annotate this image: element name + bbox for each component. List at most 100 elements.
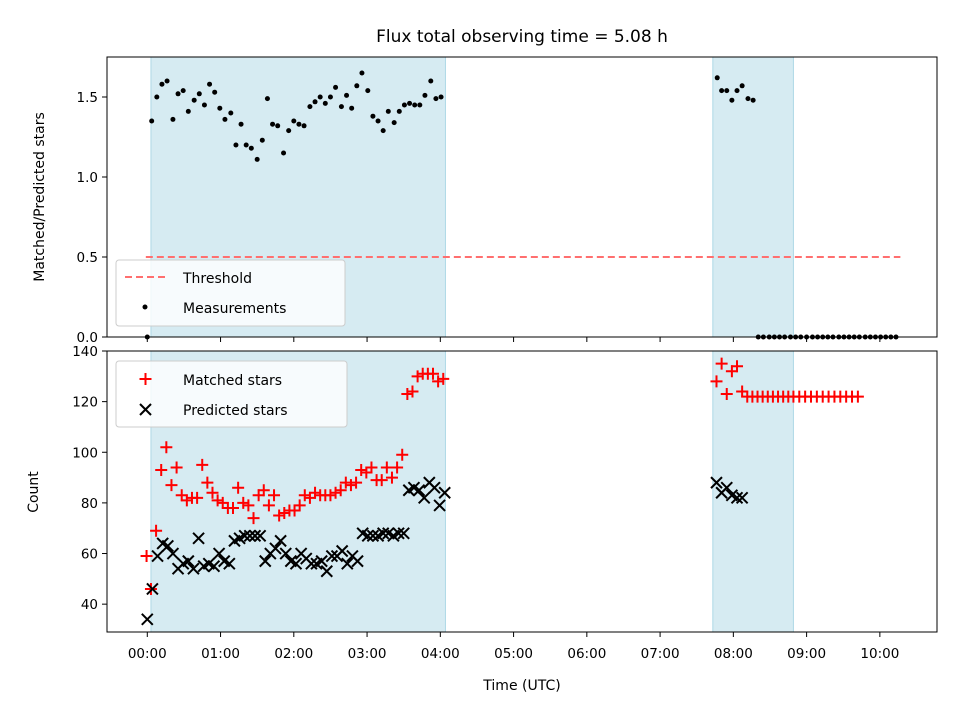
matched-star-point xyxy=(144,582,157,595)
predicted-star-point xyxy=(253,529,267,543)
measurement-point xyxy=(428,78,434,84)
measurement-point xyxy=(243,142,249,148)
measurement-point xyxy=(275,123,281,129)
measurement-point xyxy=(170,116,176,122)
threshold-legend-label: Threshold xyxy=(182,271,252,287)
bottom-y-tick-label: 100 xyxy=(72,445,98,461)
top-y-axis: 0.0 0.5 1.0 1.5 xyxy=(77,90,107,346)
measurement-point xyxy=(228,110,234,116)
measurement-point xyxy=(375,118,381,124)
matched-stars-series xyxy=(141,358,864,595)
x-tick-label: 06:00 xyxy=(567,646,606,662)
predicted-star-point xyxy=(289,557,303,570)
measurement-point xyxy=(301,123,307,129)
matched-star-point xyxy=(432,375,445,388)
matched-star-point xyxy=(736,385,749,398)
x-axis-label: Time (UTC) xyxy=(482,678,560,694)
measurement-point xyxy=(185,108,191,114)
chart-title: Flux total observing time = 5.08 h xyxy=(376,27,668,47)
measurement-point xyxy=(422,92,428,98)
predicted-stars-series xyxy=(141,477,749,626)
top-x-ticks xyxy=(146,337,881,342)
predicted-star-point xyxy=(151,549,164,563)
predicted-star-point xyxy=(335,544,349,558)
predicted-legend-label: Predicted stars xyxy=(183,403,288,419)
matched-star-point xyxy=(731,360,744,373)
predicted-star-point xyxy=(305,557,318,570)
matched-star-point xyxy=(720,388,733,401)
top-y-tick-label: 0.5 xyxy=(77,250,98,266)
matched-star-point xyxy=(411,370,424,383)
predicted-star-point xyxy=(166,547,180,560)
top-y-tick-label: 0.0 xyxy=(77,330,98,346)
measurement-point xyxy=(291,118,297,124)
measurement-point xyxy=(734,88,740,94)
measurement-point xyxy=(380,128,386,134)
matched-star-point xyxy=(725,365,738,378)
measurement-point xyxy=(745,96,751,102)
predicted-star-point xyxy=(325,549,339,563)
predicted-star-point xyxy=(720,481,733,494)
measurement-point xyxy=(201,102,207,108)
matched-star-point xyxy=(396,448,409,461)
matched-star-point xyxy=(247,512,260,525)
predicted-star-point xyxy=(279,547,292,560)
bottom-legend: Matched stars Predicted stars xyxy=(115,360,348,428)
matched-star-point xyxy=(375,474,388,487)
predicted-star-point xyxy=(433,499,446,512)
matched-star-point xyxy=(268,489,281,502)
top-y-tick-label: 1.0 xyxy=(77,170,98,186)
measurement-point xyxy=(338,104,344,110)
measurement-point xyxy=(750,97,756,103)
matched-star-point xyxy=(257,484,270,497)
bottom-y-tick-label: 40 xyxy=(81,597,98,613)
measurements-legend-label: Measurements xyxy=(183,301,286,317)
measurement-point xyxy=(191,97,197,103)
measurement-point xyxy=(391,120,397,126)
matched-star-point xyxy=(426,367,439,380)
measurement-point xyxy=(264,96,270,102)
bottom-y-axis-label: Count xyxy=(26,471,42,513)
predicted-star-point xyxy=(192,532,205,545)
matched-star-point xyxy=(380,461,393,474)
measurement-point xyxy=(317,94,323,100)
top-legend-box xyxy=(115,259,346,327)
predicted-star-point xyxy=(397,527,410,540)
predicted-star-point xyxy=(438,486,451,499)
predicted-star-point xyxy=(366,529,380,543)
x-tick-label: 09:00 xyxy=(787,646,826,662)
measurement-point xyxy=(370,113,376,119)
measurement-point xyxy=(222,116,228,122)
predicted-star-point xyxy=(212,547,226,560)
matched-star-point xyxy=(851,390,864,403)
measurement-point xyxy=(296,121,302,127)
predicted-star-point xyxy=(141,613,154,626)
matched-star-point xyxy=(242,499,255,512)
measurement-point xyxy=(196,91,202,97)
measurement-point xyxy=(349,105,355,111)
predicted-star-point xyxy=(417,491,431,505)
predicted-star-point xyxy=(207,559,221,573)
matched-legend-swatch xyxy=(139,373,152,385)
measurement-point xyxy=(270,121,276,127)
measurement-point xyxy=(333,84,339,90)
measurement-point xyxy=(401,102,407,108)
predicted-star-point xyxy=(341,557,354,570)
matched-star-point xyxy=(355,463,368,476)
predicted-star-point xyxy=(259,554,272,568)
measurement-point xyxy=(714,75,720,81)
matched-star-point xyxy=(155,463,168,476)
measurements-legend-swatch xyxy=(142,304,148,310)
measurement-point xyxy=(307,104,313,110)
count-panel: 40 60 80 100 120 140 00:00 01:00 02:00 03:00 04:0… xyxy=(26,344,938,694)
bottom-y-axis: 40 60 80 100 120 140 xyxy=(72,344,107,613)
matched-star-point xyxy=(165,479,178,492)
predicted-star-point xyxy=(274,534,287,548)
measurement-point xyxy=(724,88,730,94)
predicted-star-point xyxy=(223,557,236,570)
matched-star-point xyxy=(227,501,240,514)
measurement-point xyxy=(233,142,239,148)
matched-star-point xyxy=(350,476,363,489)
measurement-point xyxy=(175,91,181,97)
predicted-star-point xyxy=(392,527,405,540)
